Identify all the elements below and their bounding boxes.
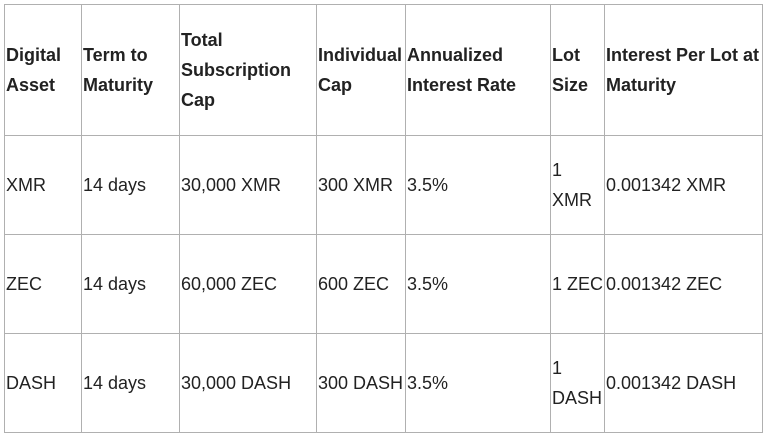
table-row: DASH 14 days 30,000 DASH 300 DASH 3.5% 1… — [4, 333, 763, 433]
cell-lot-size: 1 DASH — [550, 333, 605, 433]
header-annualized-interest-rate: Annualized Interest Rate — [405, 4, 551, 136]
table-row: ZEC 14 days 60,000 ZEC 600 ZEC 3.5% 1 ZE… — [4, 234, 763, 334]
subscription-table: Digital Asset Term to Maturity Total Sub… — [4, 4, 763, 433]
cell-interest-per-lot: 0.001342 XMR — [604, 135, 763, 235]
header-lot-size: Lot Size — [550, 4, 605, 136]
cell-lot-size: 1 ZEC — [550, 234, 605, 334]
cell-term-to-maturity: 14 days — [81, 333, 180, 433]
cell-annualized-interest-rate: 3.5% — [405, 135, 551, 235]
cell-total-subscription-cap: 30,000 XMR — [179, 135, 317, 235]
header-interest-per-lot: Interest Per Lot at Maturity — [604, 4, 763, 136]
cell-individual-cap: 300 XMR — [316, 135, 406, 235]
table-row: XMR 14 days 30,000 XMR 300 XMR 3.5% 1 XM… — [4, 135, 763, 235]
cell-interest-per-lot: 0.001342 DASH — [604, 333, 763, 433]
cell-total-subscription-cap: 30,000 DASH — [179, 333, 317, 433]
cell-digital-asset: XMR — [4, 135, 82, 235]
cell-annualized-interest-rate: 3.5% — [405, 234, 551, 334]
cell-digital-asset: DASH — [4, 333, 82, 433]
header-row: Digital Asset Term to Maturity Total Sub… — [4, 4, 763, 136]
cell-annualized-interest-rate: 3.5% — [405, 333, 551, 433]
cell-interest-per-lot: 0.001342 ZEC — [604, 234, 763, 334]
header-term-to-maturity: Term to Maturity — [81, 4, 180, 136]
cell-digital-asset: ZEC — [4, 234, 82, 334]
cell-term-to-maturity: 14 days — [81, 135, 180, 235]
header-total-subscription-cap: Total Subscription Cap — [179, 4, 317, 136]
cell-lot-size: 1 XMR — [550, 135, 605, 235]
cell-individual-cap: 600 ZEC — [316, 234, 406, 334]
cell-term-to-maturity: 14 days — [81, 234, 180, 334]
header-individual-cap: Individual Cap — [316, 4, 406, 136]
cell-individual-cap: 300 DASH — [316, 333, 406, 433]
cell-total-subscription-cap: 60,000 ZEC — [179, 234, 317, 334]
header-digital-asset: Digital Asset — [4, 4, 82, 136]
